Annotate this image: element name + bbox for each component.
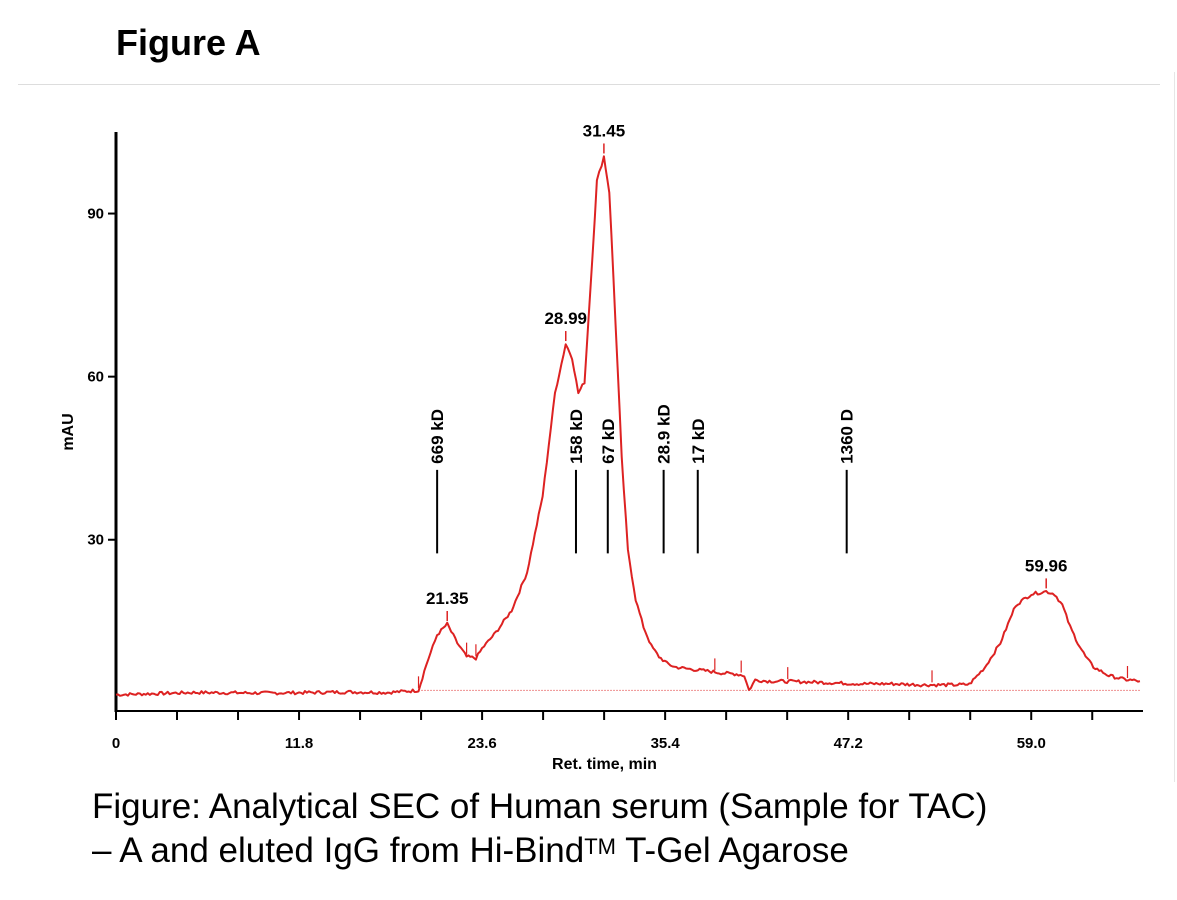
caption-line-2-prefix: – A and eluted IgG from Hi-Bind	[92, 831, 585, 870]
peak-label: 59.96	[1025, 556, 1068, 575]
right-divider	[1174, 72, 1175, 782]
mw-marker-label: 1360 D	[838, 409, 857, 464]
title-divider	[18, 84, 1160, 85]
caption-line-1: Figure: Analytical SEC of Human serum (S…	[92, 787, 988, 826]
figure-title: Figure A	[116, 22, 261, 63]
mw-marker-label: 28.9 kD	[655, 404, 674, 464]
x-tick-label: 0	[112, 735, 120, 752]
x-tick-label: 11.8	[285, 735, 313, 752]
x-tick-label: 23.6	[468, 735, 497, 752]
caption-line-2-suffix: T-Gel Agarose	[616, 831, 849, 870]
x-tick-label: 59.0	[1017, 735, 1046, 752]
x-tick-label: 35.4	[651, 735, 681, 752]
y-tick-label: 30	[87, 532, 104, 549]
y-tick-label: 60	[87, 369, 104, 386]
x-axis-label: Ret. time, min	[552, 756, 657, 773]
figure-caption: Figure: Analytical SEC of Human serum (S…	[92, 785, 1162, 873]
trademark-superscript: TM	[584, 834, 616, 859]
x-tick-label: 47.2	[834, 735, 863, 752]
mw-marker-label: 67 kD	[599, 418, 618, 463]
peak-label: 31.45	[583, 121, 626, 140]
caption-line-2: – A and eluted IgG from Hi-BindTM T-Gel …	[92, 829, 1162, 873]
chromatogram-trace	[115, 155, 1141, 697]
peak-label: 28.99	[544, 309, 587, 328]
y-tick-label: 90	[87, 206, 104, 223]
mw-marker-label: 17 kD	[689, 418, 708, 463]
mw-marker-label: 158 kD	[567, 409, 586, 464]
mw-marker-label: 669 kD	[428, 409, 447, 464]
peak-label: 21.35	[426, 589, 469, 608]
y-axis-label: mAU	[60, 413, 77, 450]
